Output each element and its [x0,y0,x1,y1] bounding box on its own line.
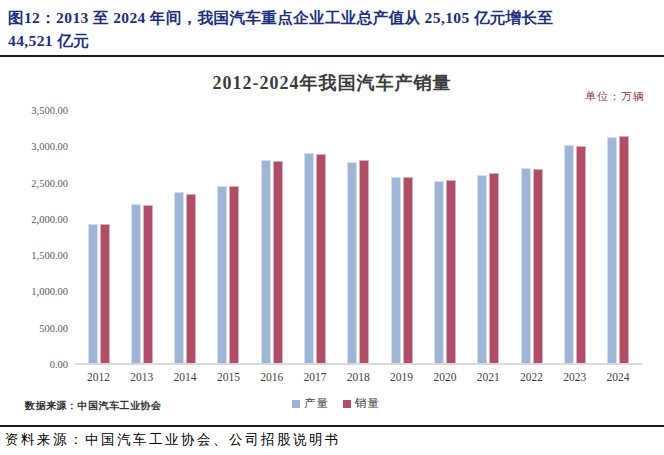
bar-sales-2016 [273,161,283,364]
chart-data-source: 数据来源：中国汽车工业协会 [25,399,162,413]
bar-production-2024 [607,137,617,364]
bar-production-2016 [261,160,271,364]
bar-sales-2021 [489,173,499,364]
bar-production-2015 [217,186,227,364]
bar-sales-2023 [576,146,586,364]
y-tick-label: 3,500.00 [0,104,68,117]
y-tick-label: 2,500.00 [0,177,68,190]
unit-label: 单位：万辆 [585,89,645,104]
report-page: 图12：2013 至 2024 年间，我国汽车重点企业工业总产值从 25,105… [0,0,664,455]
bar-sales-2024 [619,136,629,364]
x-tick-label: 2018 [337,371,379,383]
plot-area [78,110,640,364]
bar-sales-2013 [143,205,153,365]
y-tick-label: 1,500.00 [0,249,68,262]
x-tick-label: 2012 [78,371,120,383]
bar-sales-2012 [100,224,110,364]
bar-production-2014 [174,192,184,364]
x-tick-label: 2023 [554,371,596,383]
bar-sales-2018 [359,160,369,364]
bar-production-2019 [391,177,401,364]
bar-sales-2019 [403,177,413,364]
x-tick-label: 2024 [597,371,639,383]
legend-item-production: 产量 [292,396,329,411]
bar-production-2021 [477,175,487,364]
legend-label: 销量 [355,396,380,411]
y-tick-label: 2,000.00 [0,213,68,226]
figure-title-line1: 图12：2013 至 2024 年间，我国汽车重点企业工业总产值从 25,105… [8,9,553,26]
x-tick-label: 2020 [424,371,466,383]
x-tick-label: 2016 [251,371,293,383]
y-tick-label: 0.00 [0,358,68,371]
footer-divider [0,425,664,427]
bar-sales-2014 [186,194,196,365]
legend-item-sales: 销量 [343,396,380,411]
y-tick-label: 500.00 [0,322,68,335]
footer-source: 资料来源：中国汽车工业协会、公司招股说明书 [5,431,660,449]
bar-production-2017 [304,153,314,364]
bar-production-2013 [131,204,141,365]
bar-production-2020 [434,181,444,364]
y-tick-label: 1,000.00 [0,285,68,298]
bar-production-2018 [347,162,357,364]
chart-title: 2012-2024年我国汽车产销量 [10,71,654,95]
legend-label: 产量 [304,396,329,411]
bar-production-2023 [564,145,574,364]
y-tick-label: 3,000.00 [0,140,68,153]
header-divider [0,55,664,57]
legend-swatch-production [292,400,300,408]
x-axis-line [75,363,642,365]
x-tick-label: 2021 [467,371,509,383]
figure-title: 图12：2013 至 2024 年间，我国汽车重点企业工业总产值从 25,105… [8,6,660,52]
x-tick-label: 2014 [164,371,206,383]
bar-production-2022 [521,168,531,364]
x-tick-label: 2019 [381,371,423,383]
legend-swatch-sales [343,400,351,408]
bar-sales-2020 [446,180,456,364]
x-tick-label: 2013 [121,371,163,383]
x-tick-label: 2022 [511,371,553,383]
bar-sales-2022 [533,169,543,364]
bar-sales-2015 [229,186,239,365]
bar-sales-2017 [316,154,326,364]
x-tick-label: 2017 [294,371,336,383]
x-tick-label: 2015 [207,371,249,383]
figure-title-line2: 44,521 亿元 [8,32,89,49]
bar-production-2012 [88,224,98,364]
